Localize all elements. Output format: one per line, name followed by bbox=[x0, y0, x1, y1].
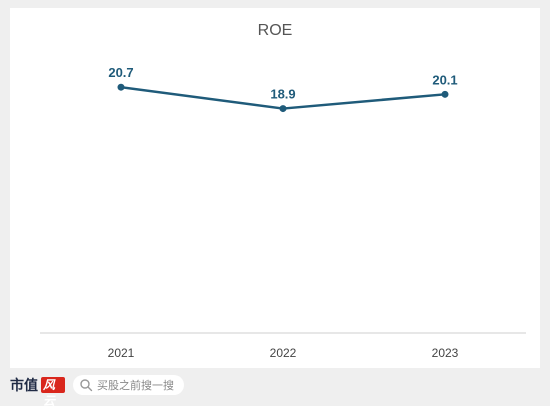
data-label: 20.1 bbox=[432, 72, 457, 87]
chart-card: ROE 20.7 18.9 20.1 2021 2022 2023 bbox=[10, 8, 540, 368]
data-point bbox=[117, 83, 125, 91]
data-point bbox=[441, 90, 449, 98]
line-chart: 20.7 18.9 20.1 2021 2022 2023 bbox=[40, 65, 526, 360]
chart-title: ROE bbox=[257, 22, 293, 39]
x-tick-label: 2021 bbox=[108, 346, 135, 360]
data-label: 20.7 bbox=[108, 65, 133, 80]
brand-logo: 风云 bbox=[41, 377, 65, 406]
search-icon bbox=[80, 379, 93, 392]
x-tick-label: 2023 bbox=[432, 346, 459, 360]
brand-badge-text: 风云 bbox=[43, 378, 56, 406]
brand-name: 市值 bbox=[10, 378, 38, 394]
search-box[interactable]: 买股之前搜一搜 bbox=[73, 375, 184, 395]
x-tick-label: 2022 bbox=[270, 346, 297, 360]
search-placeholder: 买股之前搜一搜 bbox=[97, 379, 174, 392]
data-label: 18.9 bbox=[270, 87, 295, 102]
data-point bbox=[279, 105, 287, 113]
footer: 市值 风云 买股之前搜一搜 bbox=[10, 372, 184, 406]
